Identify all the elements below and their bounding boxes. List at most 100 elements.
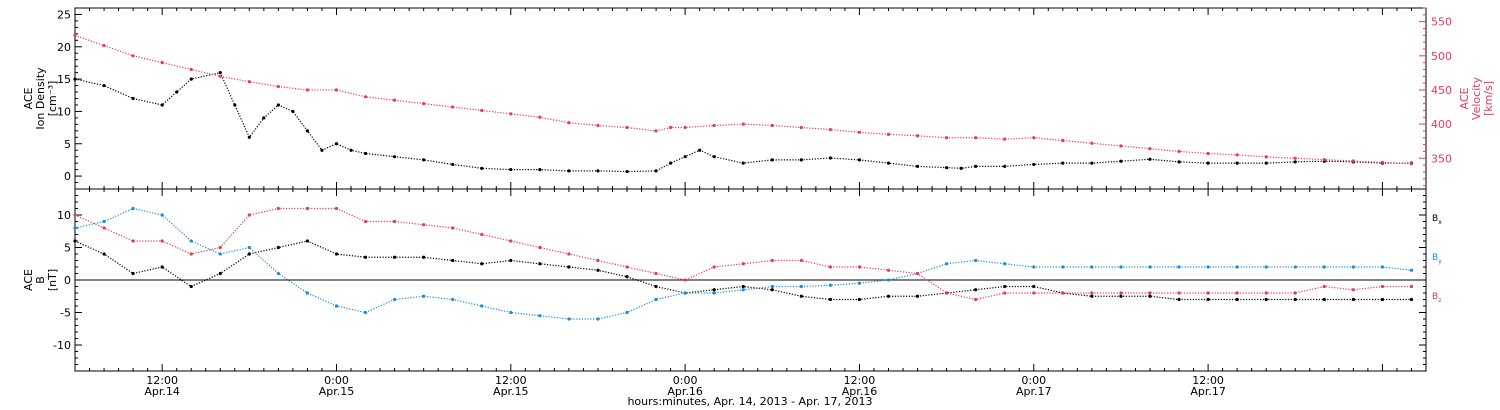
data-point: [1409, 162, 1414, 166]
data-point: [131, 96, 135, 101]
x-tick-label-time: 12:00: [495, 374, 527, 387]
data-point: [915, 134, 920, 138]
data-point: [1148, 294, 1152, 298]
series-by: [73, 206, 1414, 321]
data-point: [538, 262, 542, 266]
data-point: [741, 262, 745, 266]
data-point: [1264, 155, 1268, 159]
data-point: [1293, 291, 1297, 295]
bottom-axis-title: ACEB[nT]: [22, 269, 59, 291]
series-velocity: [73, 33, 1414, 166]
series-ion-density: [73, 71, 1414, 174]
data-point: [1380, 297, 1385, 302]
data-point: [625, 265, 629, 269]
data-point: [1119, 159, 1123, 163]
data-point: [509, 239, 513, 243]
data-point: [1003, 284, 1007, 289]
x-tick-label-date: Apr.16: [667, 385, 703, 398]
y-tick-label: -10: [53, 339, 71, 352]
axis-title-line: Velocity: [1470, 76, 1483, 120]
data-point: [1090, 265, 1094, 269]
data-point: [1119, 291, 1123, 295]
data-point: [1322, 297, 1326, 302]
data-point: [247, 252, 251, 256]
data-point: [567, 169, 571, 173]
data-point: [1264, 161, 1268, 165]
data-point: [1148, 265, 1152, 269]
top-left-axis-title: ACEIon Density[cm⁻³]: [22, 67, 59, 130]
right-y-tick-label: 500: [1431, 50, 1452, 63]
data-point: [625, 169, 629, 174]
legend-by: By: [1432, 253, 1442, 265]
data-point: [683, 125, 687, 130]
data-point: [276, 245, 280, 250]
legend-subscript: z: [1438, 297, 1441, 304]
data-point: [886, 268, 891, 272]
x-tick-label-date: Apr.15: [319, 385, 355, 398]
x-tick-label-date: Apr.17: [1016, 385, 1052, 398]
data-point: [959, 166, 963, 170]
series-trace: [74, 207, 1412, 301]
data-point: [828, 156, 832, 160]
data-point: [1090, 294, 1094, 298]
data-point: [596, 317, 600, 321]
data-point: [857, 130, 862, 134]
data-point: [509, 112, 513, 116]
axis-title-line: B: [34, 276, 47, 284]
data-point: [218, 74, 222, 78]
legend-subscript: y: [1438, 258, 1442, 265]
y-tick-label: 0: [64, 170, 71, 183]
y-tick-label: 15: [57, 73, 71, 86]
series-bz: [73, 206, 1414, 302]
y-tick-label: 10: [57, 209, 71, 222]
legend-main: B: [1432, 292, 1438, 302]
axis-title-line: ACE: [22, 87, 35, 109]
data-point: [654, 284, 658, 289]
data-point: [305, 206, 310, 211]
data-point: [1003, 137, 1007, 141]
axis-title-line: [km/s]: [1482, 81, 1495, 116]
data-point: [770, 158, 774, 162]
data-point: [1293, 265, 1297, 269]
data-point: [1351, 288, 1355, 292]
data-point: [422, 102, 426, 106]
data-point: [1206, 291, 1210, 295]
data-point: [538, 245, 542, 250]
data-point: [1235, 265, 1239, 269]
data-point: [1061, 138, 1065, 143]
data-point: [828, 297, 832, 302]
series-bx: [73, 239, 1414, 302]
data-point: [1293, 297, 1297, 302]
series-trace: [74, 34, 1412, 165]
data-point: [886, 161, 891, 165]
data-point: [1032, 162, 1036, 167]
y-tick-label: 5: [64, 242, 71, 255]
data-point: [567, 265, 571, 269]
data-point: [770, 123, 774, 128]
data-point: [1322, 265, 1326, 269]
data-point: [974, 164, 978, 168]
data-point: [1177, 149, 1181, 154]
data-point: [1119, 144, 1123, 148]
data-point: [770, 288, 774, 292]
axis-title-line: ACE: [22, 269, 35, 291]
x-tick-label-time: 0:00: [673, 374, 698, 387]
bottom-panel: 12:00Apr.140:00Apr.1512:00Apr.150:00Apr.…: [22, 188, 1442, 398]
right-y-tick-label: 450: [1431, 84, 1452, 97]
data-point: [1061, 161, 1065, 165]
x-tick-label-time: 12:00: [146, 374, 178, 387]
legend-main: B: [1432, 214, 1438, 224]
data-point: [247, 80, 251, 84]
data-point: [1177, 160, 1181, 164]
data-point: [1061, 265, 1065, 269]
axis-title-line: ACE: [1458, 87, 1471, 109]
data-point: [567, 121, 571, 125]
x-tick-label-time: 12:00: [844, 374, 876, 387]
data-point: [422, 158, 426, 162]
data-point: [1322, 284, 1326, 289]
top-right-axis-title: ACEVelocity[km/s]: [1458, 76, 1495, 120]
data-point: [712, 123, 716, 128]
series-trace: [74, 207, 1412, 320]
data-point: [1061, 291, 1065, 295]
